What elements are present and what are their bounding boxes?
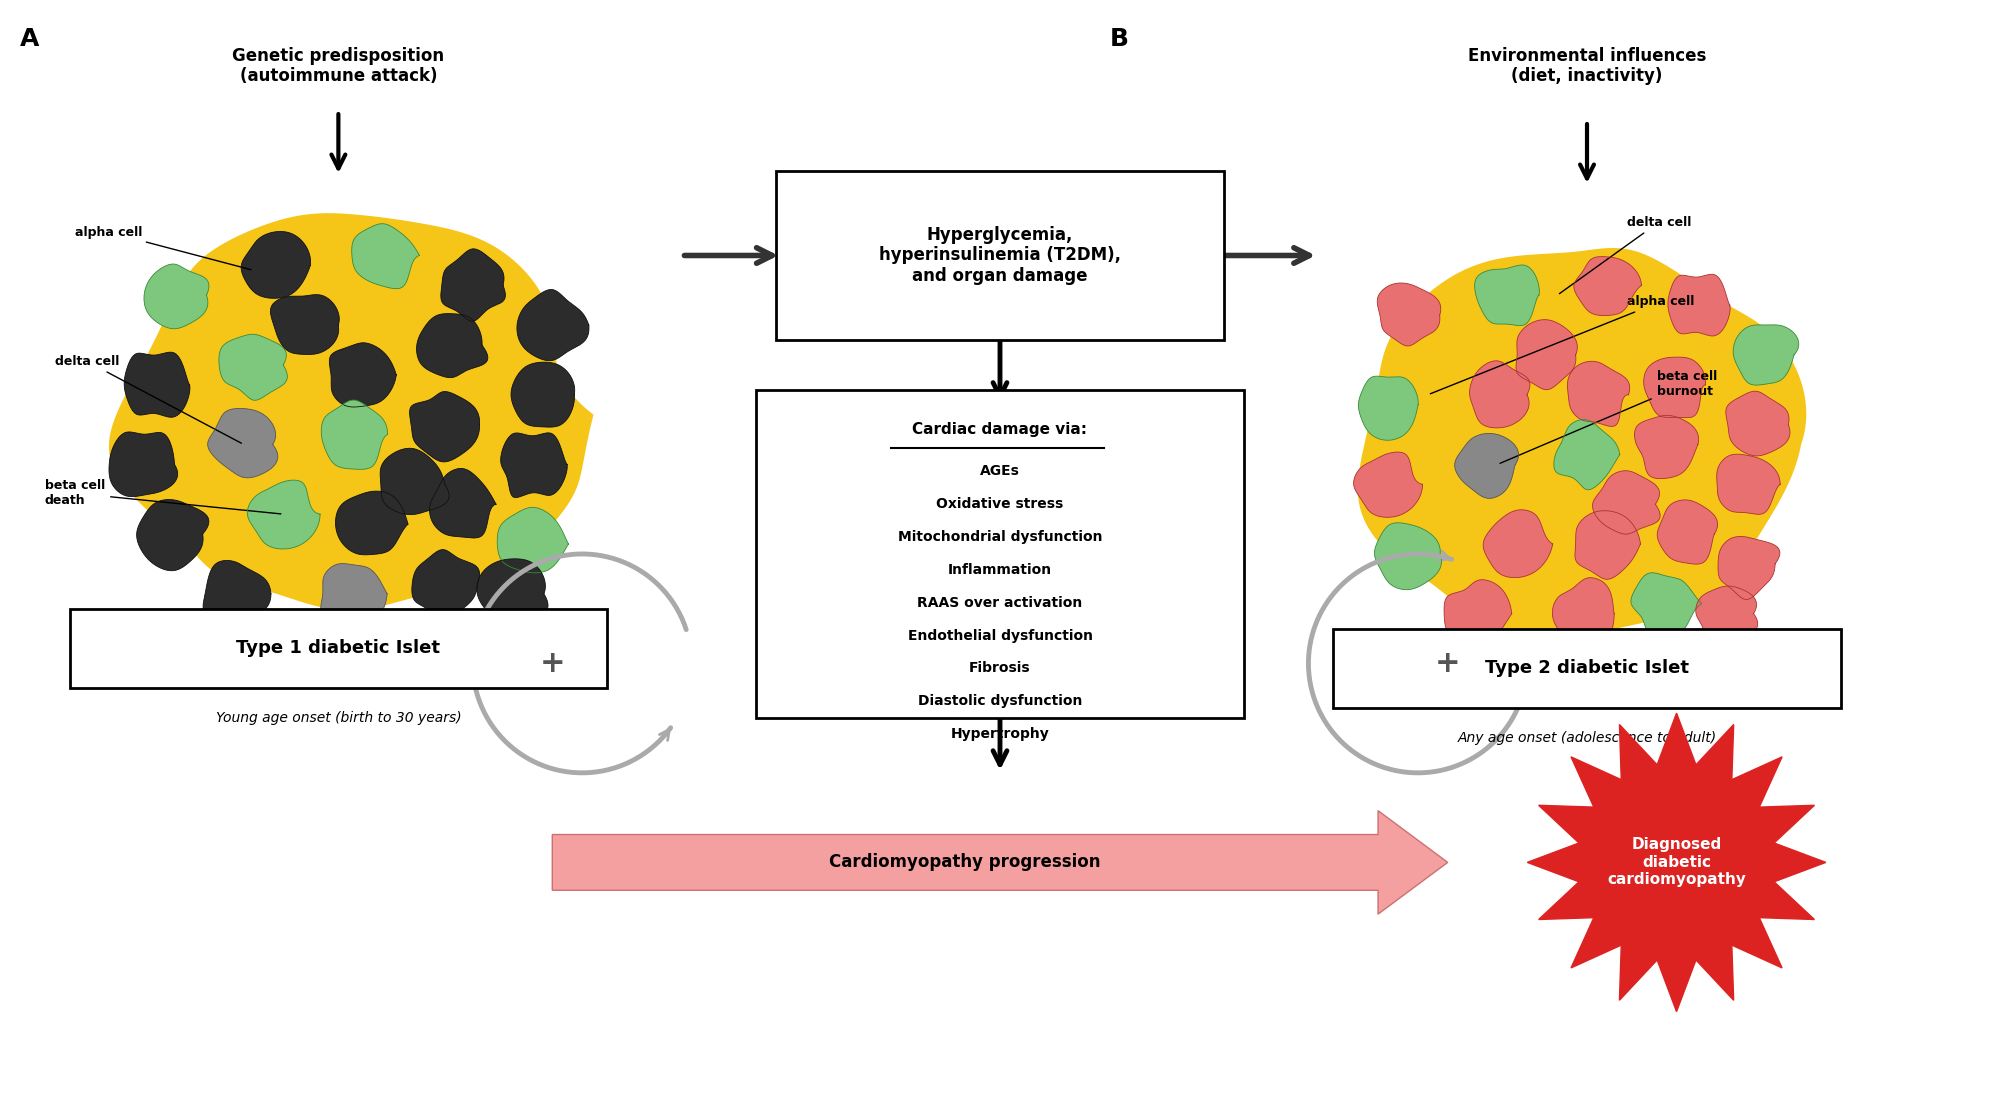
- Text: Mitochondrial dysfunction: Mitochondrial dysfunction: [898, 531, 1102, 544]
- Polygon shape: [336, 491, 408, 555]
- Polygon shape: [500, 433, 568, 498]
- Polygon shape: [1574, 511, 1640, 580]
- Text: Hyperglycemia,
hyperinsulinemia (T2DM),
and organ damage: Hyperglycemia, hyperinsulinemia (T2DM), …: [880, 225, 1120, 286]
- Polygon shape: [1484, 510, 1552, 578]
- Text: +: +: [1434, 649, 1460, 678]
- Polygon shape: [498, 508, 568, 573]
- Polygon shape: [1358, 376, 1418, 440]
- Text: B: B: [1110, 26, 1128, 50]
- Text: delta cell: delta cell: [54, 354, 242, 443]
- Polygon shape: [1668, 275, 1730, 336]
- Text: Fibrosis: Fibrosis: [970, 662, 1030, 675]
- Polygon shape: [330, 342, 396, 407]
- Text: Inflammation: Inflammation: [948, 563, 1052, 577]
- Text: Oxidative stress: Oxidative stress: [936, 497, 1064, 511]
- Polygon shape: [416, 314, 488, 377]
- Polygon shape: [108, 432, 178, 497]
- Polygon shape: [1718, 536, 1780, 600]
- FancyBboxPatch shape: [1334, 629, 1840, 708]
- Text: Diastolic dysfunction: Diastolic dysfunction: [918, 695, 1082, 708]
- Polygon shape: [1528, 713, 1826, 1012]
- Polygon shape: [270, 294, 340, 354]
- Polygon shape: [1696, 586, 1758, 645]
- Polygon shape: [1574, 257, 1642, 315]
- Polygon shape: [1470, 361, 1530, 428]
- Polygon shape: [1554, 419, 1620, 490]
- Polygon shape: [1516, 319, 1578, 389]
- Text: beta cell
death: beta cell death: [44, 479, 280, 514]
- Text: Environmental influences
(diet, inactivity): Environmental influences (diet, inactivi…: [1468, 47, 1706, 85]
- Polygon shape: [208, 408, 278, 478]
- Polygon shape: [476, 559, 548, 629]
- Text: Genetic predisposition
(autoimmune attack): Genetic predisposition (autoimmune attac…: [232, 47, 444, 85]
- Polygon shape: [1358, 248, 1806, 642]
- Text: beta cell
burnout: beta cell burnout: [1500, 370, 1716, 464]
- Polygon shape: [322, 400, 388, 469]
- Text: +: +: [540, 649, 566, 678]
- Polygon shape: [352, 223, 420, 289]
- Polygon shape: [1354, 452, 1422, 517]
- Polygon shape: [440, 248, 506, 322]
- Polygon shape: [242, 232, 310, 299]
- Polygon shape: [512, 362, 574, 427]
- Text: AGEs: AGEs: [980, 464, 1020, 478]
- Polygon shape: [1658, 500, 1718, 565]
- Polygon shape: [204, 560, 270, 627]
- Polygon shape: [1374, 523, 1442, 590]
- Text: A: A: [20, 26, 40, 50]
- Polygon shape: [1716, 454, 1780, 514]
- Polygon shape: [1634, 416, 1698, 479]
- Polygon shape: [380, 449, 450, 514]
- Text: Hypertrophy: Hypertrophy: [950, 728, 1050, 741]
- Polygon shape: [516, 290, 588, 361]
- Polygon shape: [410, 392, 480, 462]
- Polygon shape: [124, 352, 190, 417]
- Text: Type 2 diabetic Islet: Type 2 diabetic Islet: [1486, 660, 1690, 677]
- Polygon shape: [144, 264, 208, 328]
- Polygon shape: [1568, 361, 1630, 427]
- Polygon shape: [248, 480, 320, 549]
- Polygon shape: [1734, 325, 1798, 385]
- Text: Endothelial dysfunction: Endothelial dysfunction: [908, 629, 1092, 642]
- Polygon shape: [430, 468, 496, 538]
- FancyBboxPatch shape: [70, 608, 608, 688]
- Polygon shape: [1454, 433, 1518, 499]
- Polygon shape: [412, 549, 480, 620]
- Polygon shape: [1474, 265, 1540, 326]
- Polygon shape: [1552, 578, 1614, 645]
- Polygon shape: [1726, 392, 1790, 456]
- Text: RAAS over activation: RAAS over activation: [918, 596, 1082, 609]
- Polygon shape: [108, 213, 594, 610]
- FancyBboxPatch shape: [756, 389, 1244, 718]
- Text: Cardiomyopathy progression: Cardiomyopathy progression: [830, 853, 1100, 872]
- Polygon shape: [1378, 283, 1440, 346]
- Polygon shape: [552, 811, 1448, 915]
- Polygon shape: [136, 500, 208, 571]
- Text: Cardiac damage via:: Cardiac damage via:: [912, 422, 1088, 438]
- Polygon shape: [320, 563, 388, 630]
- Polygon shape: [218, 335, 288, 400]
- Text: alpha cell: alpha cell: [1430, 295, 1694, 394]
- Polygon shape: [1630, 573, 1702, 636]
- Text: alpha cell: alpha cell: [74, 225, 252, 270]
- Text: delta cell: delta cell: [1560, 216, 1692, 293]
- Text: Type 1 diabetic Islet: Type 1 diabetic Islet: [236, 640, 440, 657]
- Polygon shape: [1644, 357, 1706, 418]
- Polygon shape: [1444, 580, 1512, 649]
- Text: Young age onset (birth to 30 years): Young age onset (birth to 30 years): [216, 711, 462, 725]
- FancyBboxPatch shape: [776, 171, 1224, 340]
- Text: Any age onset (adolescence to adult): Any age onset (adolescence to adult): [1458, 731, 1716, 745]
- Text: Diagnosed
diabetic
cardiomyopathy: Diagnosed diabetic cardiomyopathy: [1608, 838, 1746, 887]
- Polygon shape: [1592, 470, 1660, 534]
